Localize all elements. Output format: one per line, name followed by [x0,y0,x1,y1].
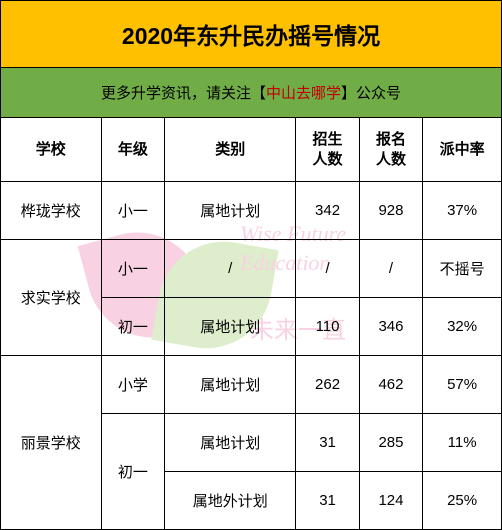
subtitle-prefix: 更多升学资讯，请关注【 [101,85,266,102]
cell-enroll: 342 [296,182,359,240]
subtitle: 更多升学资讯，请关注【中山去哪学】公众号 [0,67,502,117]
subtitle-suffix: 】公众号 [341,85,401,102]
cell-type: 属地计划 [165,356,296,414]
cell-enroll: 31 [296,414,359,472]
cell-rate: 32% [423,298,502,356]
cell-enroll: 262 [296,356,359,414]
cell-rate: 37% [423,182,502,240]
cell-enroll: 110 [296,298,359,356]
cell-apply: 124 [359,472,422,530]
cell-grade: 初一 [101,298,164,356]
cell-rate: 57% [423,356,502,414]
cell-rate: 25% [423,472,502,530]
header-rate: 派中率 [423,118,502,182]
header-grade: 年级 [101,118,164,182]
cell-apply: / [359,240,422,298]
header-enroll: 招生人数 [296,118,359,182]
data-table: 学校 年级 类别 招生人数 报名人数 派中率 桦珑学校 小一 属地计划 342 … [0,117,502,530]
table-row: 求实学校 小一 / / / 不摇号 [1,240,502,298]
cell-apply: 346 [359,298,422,356]
subtitle-highlight: 中山去哪学 [266,85,341,102]
table-row: 丽景学校 小学 属地计划 262 462 57% [1,356,502,414]
cell-apply: 285 [359,414,422,472]
cell-school: 求实学校 [1,240,102,356]
cell-type: / [165,240,296,298]
header-apply: 报名人数 [359,118,422,182]
cell-enroll: / [296,240,359,298]
cell-grade: 小一 [101,240,164,298]
cell-rate: 11% [423,414,502,472]
cell-school: 桦珑学校 [1,182,102,240]
cell-grade: 小学 [101,356,164,414]
cell-type: 属地计划 [165,414,296,472]
cell-school: 丽景学校 [1,356,102,530]
cell-type: 属地外计划 [165,472,296,530]
cell-apply: 928 [359,182,422,240]
page-title: 2020年东升民办摇号情况 [0,0,502,67]
cell-rate: 不摇号 [423,240,502,298]
table-row: 桦珑学校 小一 属地计划 342 928 37% [1,182,502,240]
cell-enroll: 31 [296,472,359,530]
cell-type: 属地计划 [165,298,296,356]
header-school: 学校 [1,118,102,182]
cell-grade: 小一 [101,182,164,240]
cell-type: 属地计划 [165,182,296,240]
header-type: 类别 [165,118,296,182]
cell-apply: 462 [359,356,422,414]
cell-grade: 初一 [101,414,164,530]
